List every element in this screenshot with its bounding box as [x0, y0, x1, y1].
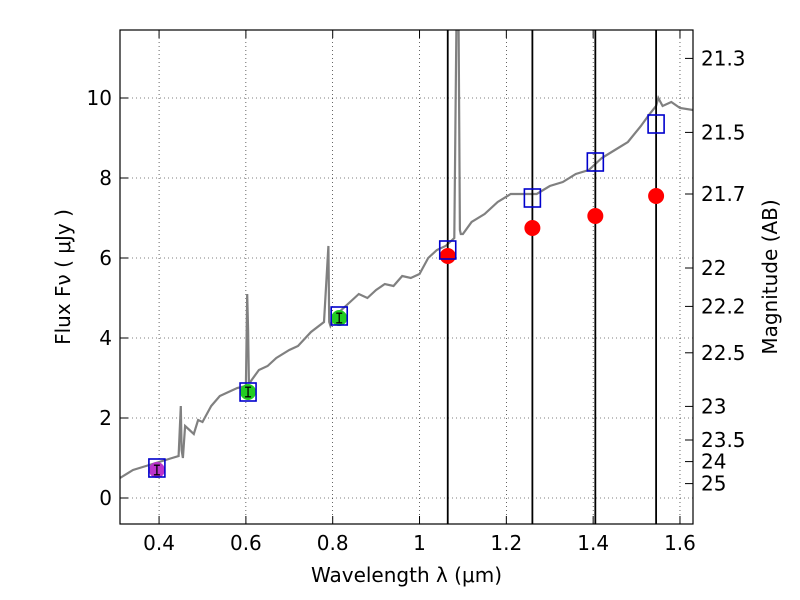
- synthetic-point: [523, 188, 542, 208]
- y-tick-label: 8: [99, 166, 112, 190]
- x-tick-label: 1.2: [490, 531, 522, 555]
- right-tick-label: 22.2: [701, 294, 746, 318]
- right-tick-label: 25: [701, 472, 726, 496]
- right-tick-label: 23: [701, 394, 726, 418]
- synthetic-point: [586, 152, 605, 172]
- axis-ticks: 0.4 0.6 0.8 1 1.2 1.4 1.6024681021.321.521.722…: [87, 30, 746, 555]
- x-tick-label: 0.6: [230, 531, 262, 555]
- right-tick-label: 21.7: [701, 182, 746, 206]
- y-tick-label: 6: [99, 246, 112, 270]
- x-tick-label: 0.4: [143, 531, 175, 555]
- spectrum-line: [120, 30, 693, 479]
- synthetic-point: [239, 382, 257, 402]
- x-tick-label: 1: [413, 531, 426, 555]
- right-tick-label: 22.5: [701, 341, 746, 365]
- synthetic-point: [148, 458, 166, 478]
- x-tick-label: 1.4: [577, 531, 609, 555]
- right-tick-label: 23.5: [701, 428, 746, 452]
- photometry-markers: [148, 114, 665, 478]
- plot-frame: [119, 29, 694, 525]
- band-vertical-lines: [446, 30, 658, 524]
- observed-point: [439, 248, 456, 264]
- observed-point: [587, 208, 604, 224]
- right-tick-label: 21.3: [701, 46, 746, 70]
- observed-point: [524, 220, 541, 236]
- x-tick-label: 0.8: [317, 531, 349, 555]
- observed-point: [648, 188, 665, 204]
- y-tick-label: 0: [99, 486, 112, 510]
- spectrum-series: [120, 30, 693, 479]
- x-axis-label: Wavelength λ (μm): [311, 563, 502, 587]
- y-tick-label: 4: [99, 326, 112, 350]
- right-tick-label: 21.5: [701, 120, 746, 144]
- y-tick-label: 10: [87, 86, 112, 110]
- right-tick-label: 22: [701, 256, 726, 280]
- synthetic-point: [647, 114, 665, 134]
- right-axis-label: Magnitude (AB): [758, 199, 782, 354]
- right-tick-label: 24: [701, 450, 726, 474]
- synthetic-point: [330, 306, 349, 326]
- y-axis-label: Flux Fν ( μJy ): [51, 209, 75, 345]
- y-tick-label: 2: [99, 406, 112, 430]
- synthetic-point: [438, 240, 457, 260]
- x-tick-label: 1.6: [664, 531, 696, 555]
